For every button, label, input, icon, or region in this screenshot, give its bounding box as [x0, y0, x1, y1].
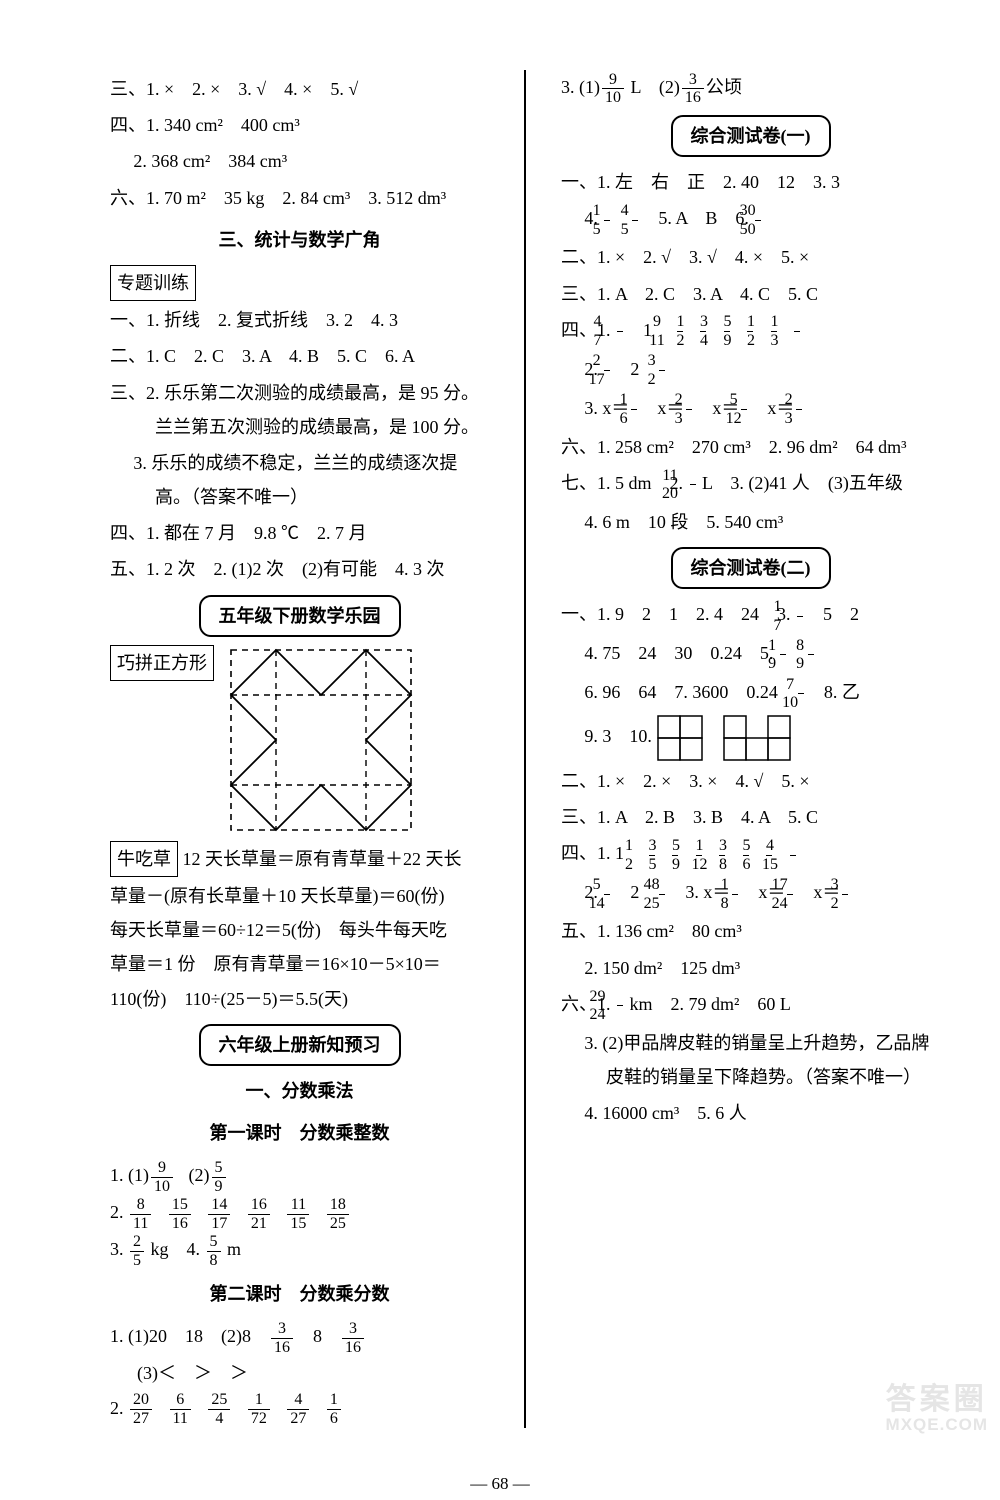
small-box-label: 专题训练	[110, 265, 196, 301]
text-line: 4. 75 24 30 0.24 5. 19 89	[561, 636, 940, 673]
text-line: 4. 15 45 5. A B 6. 3050	[561, 201, 940, 238]
text-line: 一、1. 左 右 正 2. 40 12 3. 3	[561, 165, 940, 199]
text-line: 2. 2027 611 254 172 427 16	[110, 1391, 489, 1428]
page: 三、1. × 2. × 3. √ 4. × 5. √ 四、1. 340 cm² …	[0, 0, 1000, 1458]
subheading: 第一课时 分数乘整数	[110, 1116, 489, 1150]
text-line: 一、1. 折线 2. 复式折线 3. 2 4. 3	[110, 303, 489, 337]
grass-block: 牛吃草 12 天长草量＝原有青草量＋22 天长 草量－(原有长草量＋10 天长草…	[110, 841, 489, 1016]
small-box-label: 牛吃草	[110, 841, 178, 877]
text-line: 3. 乐乐的成绩不稳定，兰兰的成绩逐次提高。（答案不唯一）	[110, 446, 489, 514]
small-box-label: 巧拼正方形	[110, 645, 214, 681]
text-line: 3. x＝16 x＝23 x＝512 x＝23	[561, 391, 940, 428]
section-box: 综合测试卷(二)	[671, 547, 831, 589]
text-line: 四、1. 47 1 911 12 34 59 12 13	[561, 313, 940, 350]
square-puzzle-diagram	[226, 645, 416, 835]
text-line: 2. 368 cm² 384 cm³	[110, 144, 489, 178]
heading: 三、统计与数学广角	[110, 223, 489, 257]
page-number: — 68 —	[0, 1468, 1000, 1500]
text-line: 六、1. 258 cm² 270 cm³ 2. 96 dm² 64 dm³	[561, 430, 940, 464]
text-line: 1. (1)20 18 (2)8 316 8 316	[110, 1319, 489, 1356]
text-line: 三、1. A 2. B 3. B 4. A 5. C	[561, 800, 940, 834]
text-line: 二、1. × 2. √ 3. √ 4. × 5. ×	[561, 240, 940, 274]
text-line: 2. 217 2 32	[561, 352, 940, 389]
right-column: 3. (1)910 L (2)316公顷 综合测试卷(一) 一、1. 左 右 正…	[561, 70, 940, 1428]
text-line: 4. 6 m 10 段 5. 540 cm³	[561, 505, 940, 539]
text-line: 每天长草量＝60÷12＝5(份) 每头牛每天吃	[110, 913, 489, 947]
text-line: 9. 3 10.	[561, 714, 940, 762]
section-box: 六年级上册新知预习	[199, 1024, 401, 1066]
subheading: 第二课时 分数乘分数	[110, 1277, 489, 1311]
q10-shapes	[656, 714, 792, 762]
text-line: 五、1. 2 次 2. (1)2 次 (2)有可能 4. 3 次	[110, 552, 489, 586]
text-line: 6. 96 64 7. 3600 0.24 710 8. 乙	[561, 675, 940, 712]
text-line: 一、1. 9 2 1 2. 4 24 3. 17 5 2	[561, 597, 940, 634]
text-line: 110(份) 110÷(25－5)＝5.5(天)	[110, 982, 489, 1016]
text-line: 12 天长草量＝原有青草量＋22 天长	[183, 849, 462, 869]
watermark-text: 答案圈	[886, 1383, 988, 1416]
text-line: 2. 811 1516 1417 1621 1115 1825	[110, 1195, 489, 1232]
section-box: 综合测试卷(一)	[671, 115, 831, 157]
watermark-url: MXQE.COM	[886, 1416, 988, 1435]
square-puzzle-row: 巧拼正方形	[110, 645, 489, 835]
text-line: 三、1. × 2. × 3. √ 4. × 5. √	[110, 72, 489, 106]
section-box: 五年级下册数学乐园	[199, 595, 401, 637]
text-line: 3. 25 kg 4. 58 m	[110, 1232, 489, 1269]
text-line: 四、1. 都在 7 月 9.8 ℃ 2. 7 月	[110, 516, 489, 550]
text-line: 七、1. 5 dm 2. 1120 L 3. (2)41 人 (3)五年级	[561, 466, 940, 503]
text-line: (3)＜ ＞ ＞	[110, 1356, 489, 1390]
text-line: 四、1. 340 cm² 400 cm³	[110, 108, 489, 142]
text-line: 三、2. 乐乐第二次测验的成绩最高，是 95 分。兰兰第五次测验的成绩最高，是 …	[110, 376, 489, 444]
text-line: 4. 16000 cm³ 5. 6 人	[561, 1096, 940, 1130]
text-line: 3. (1)910 L (2)316公顷	[561, 70, 940, 107]
text-line: 3. (2)甲品牌皮鞋的销量呈上升趋势，乙品牌皮鞋的销量呈下降趋势。（答案不唯一…	[561, 1026, 940, 1094]
text-line: 1. (1)910 (2)59	[110, 1158, 489, 1195]
column-divider	[524, 70, 526, 1428]
text-line: 2. 514 2 4825 3. x＝18 x＝1724 x＝32	[561, 875, 940, 912]
text-line: 六、1. 2924 km 2. 79 dm² 60 L	[561, 987, 940, 1024]
text-line: 六、1. 70 m² 35 kg 2. 84 cm³ 3. 512 dm³	[110, 181, 489, 215]
watermark: 答案圈 MXQE.COM	[886, 1383, 988, 1435]
text-line: 2. 150 dm² 125 dm³	[561, 951, 940, 985]
text-line: 三、1. A 2. C 3. A 4. C 5. C	[561, 277, 940, 311]
text-line: 四、1. 1 12 35 59 112 38 56 415	[561, 836, 940, 873]
heading: 一、分数乘法	[110, 1074, 489, 1108]
text-line: 二、1. × 2. × 3. × 4. √ 5. ×	[561, 764, 940, 798]
text-line: 草量＝1 份 原有青草量＝16×10－5×10＝	[110, 947, 489, 981]
text-line: 五、1. 136 cm² 80 cm³	[561, 914, 940, 948]
left-column: 三、1. × 2. × 3. √ 4. × 5. √ 四、1. 340 cm² …	[110, 70, 489, 1428]
text-line: 草量－(原有长草量＋10 天长草量)＝60(份)	[110, 879, 489, 913]
text-line: 二、1. C 2. C 3. A 4. B 5. C 6. A	[110, 339, 489, 373]
